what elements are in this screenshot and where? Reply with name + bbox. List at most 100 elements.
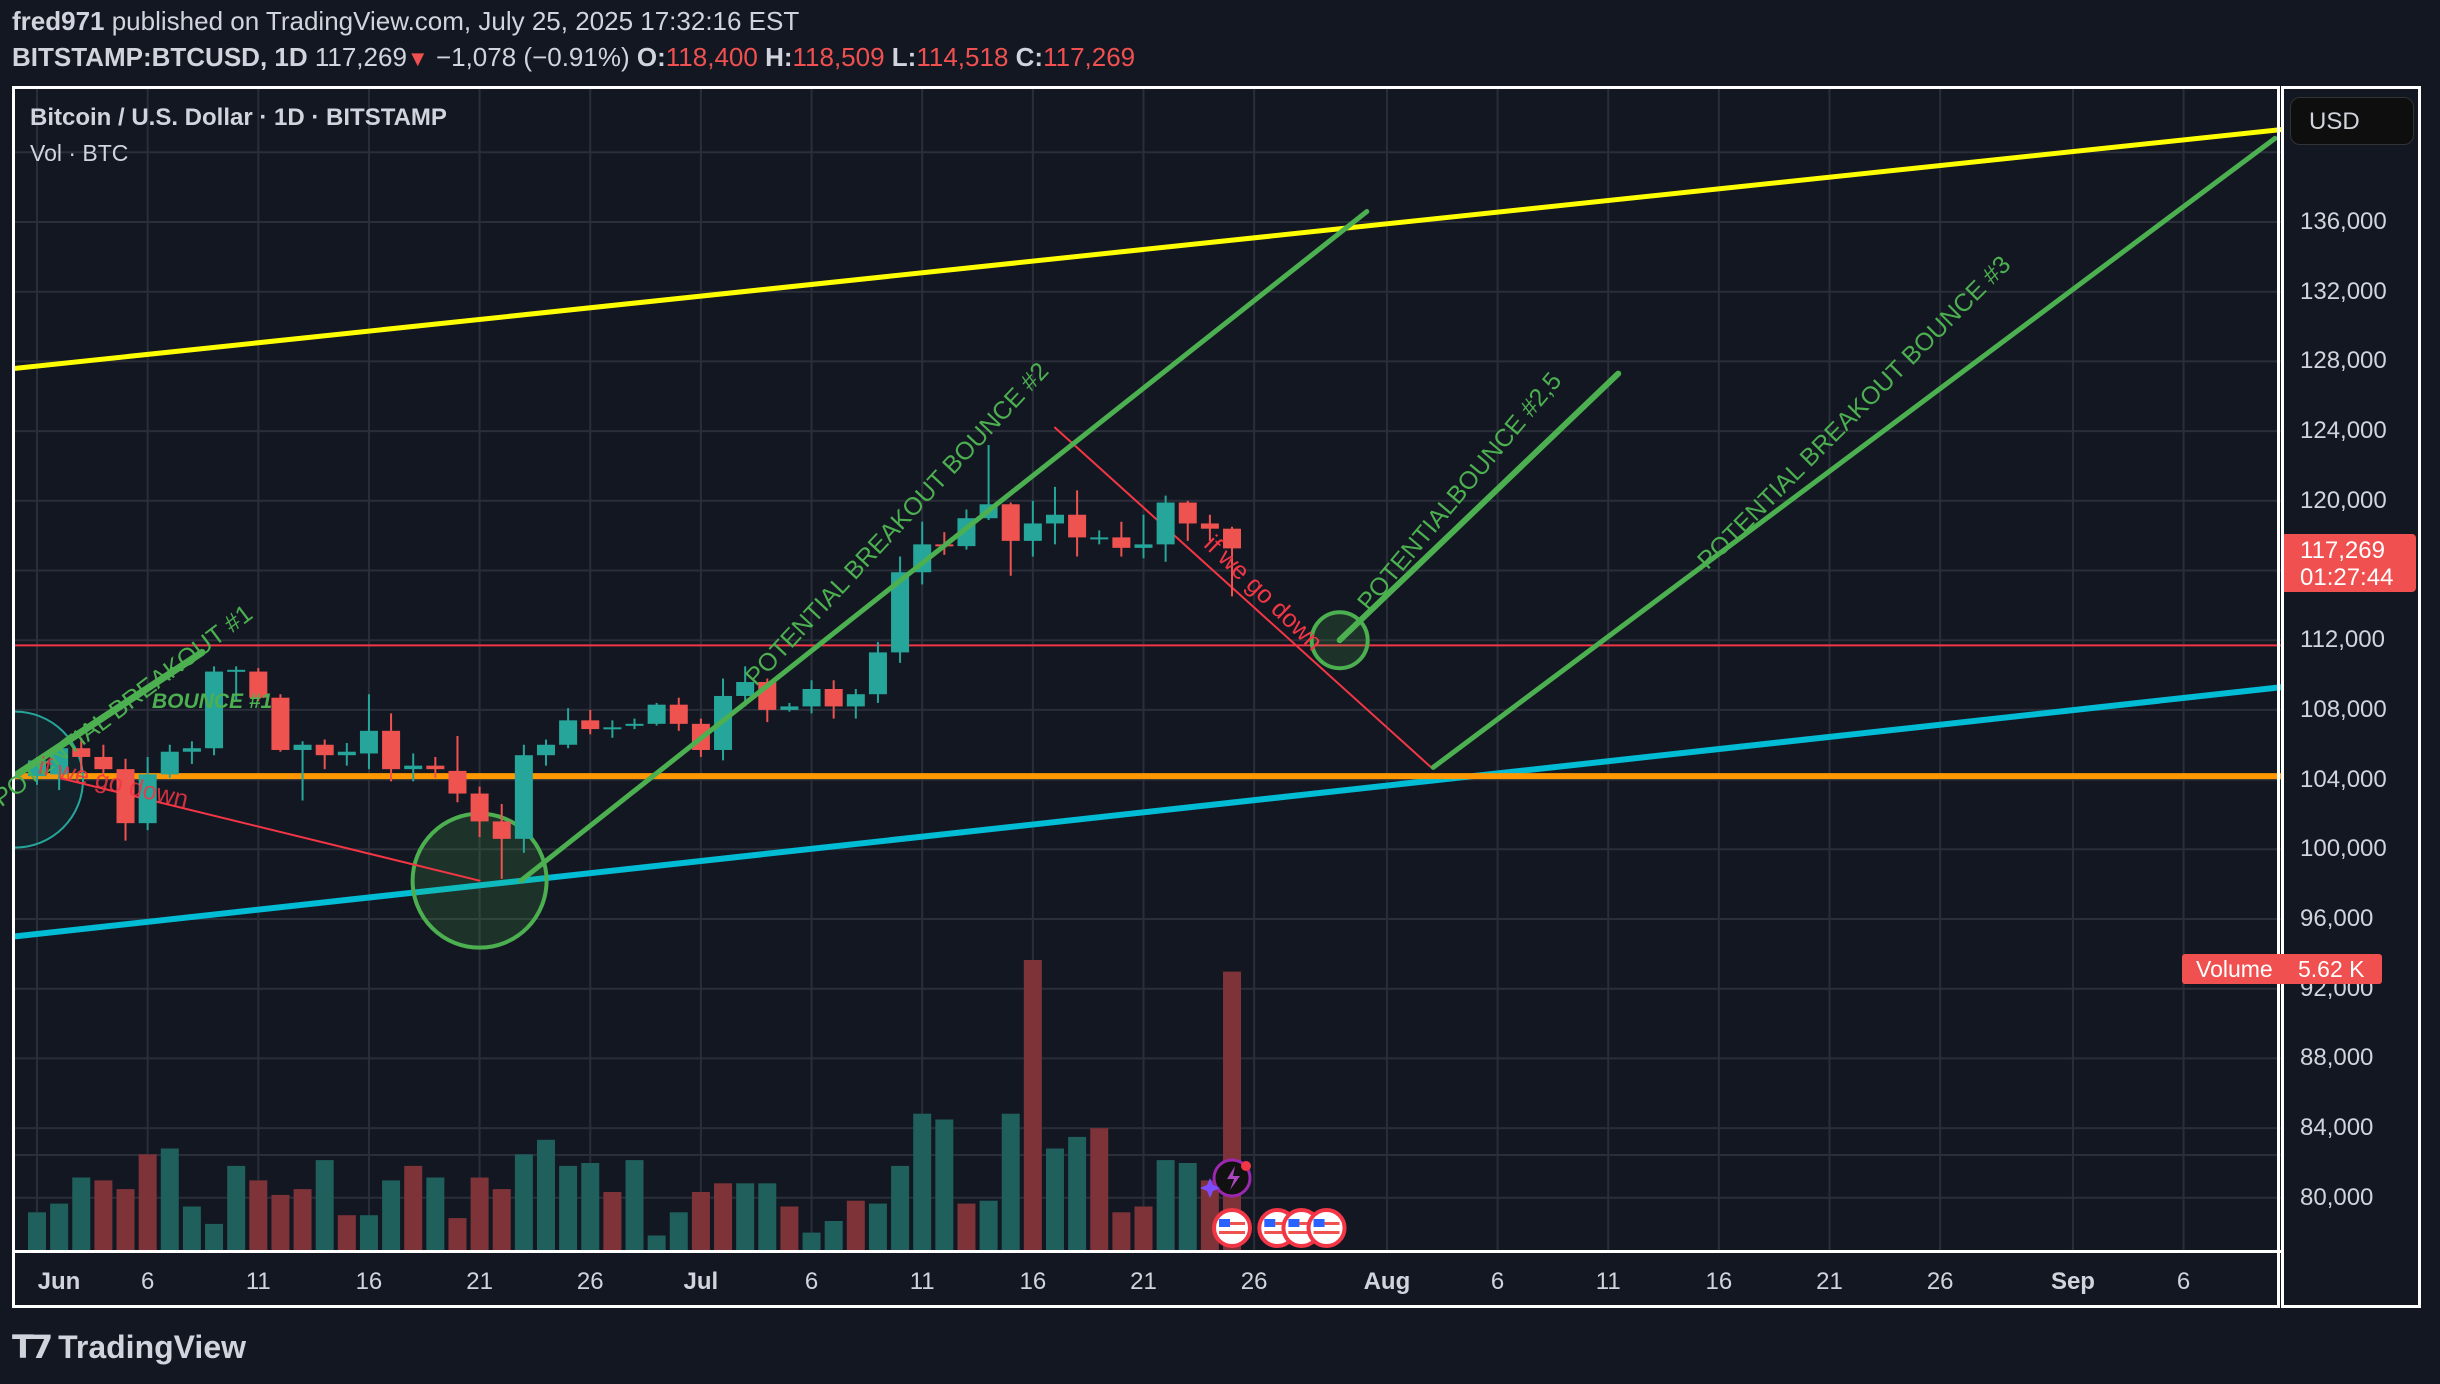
candle — [581, 720, 600, 730]
volume-bar — [160, 1148, 179, 1250]
time-tick: 21 — [1130, 1268, 1157, 1295]
tradingview-logo-text: TradingView — [58, 1328, 246, 1365]
time-tick: 16 — [355, 1268, 383, 1295]
price-tick: 120,000 — [2300, 486, 2387, 514]
currency-button[interactable]: USD — [2290, 97, 2414, 145]
candle — [293, 744, 312, 750]
volume-bar — [758, 1183, 777, 1250]
price-tick: 100,000 — [2300, 835, 2387, 863]
price-tick: 128,000 — [2300, 347, 2387, 375]
time-tick: Jun — [37, 1268, 81, 1295]
volume-bar — [891, 1165, 910, 1250]
annotation-bounce-1[interactable]: BOUNCE #1 — [152, 690, 273, 713]
volume-bar — [50, 1203, 69, 1250]
volume-bar — [714, 1183, 733, 1250]
volume-bar — [1023, 960, 1042, 1250]
high-label: H: — [765, 42, 793, 72]
price-tick: 104,000 — [2300, 765, 2387, 793]
time-tick: 26 — [1926, 1268, 1954, 1295]
symbol-info: BITSTAMP:BTCUSD, 1D 117,269▼ −1,078 (−0.… — [12, 42, 1135, 73]
volume-bar — [470, 1177, 489, 1250]
time-axis-separator — [12, 1250, 2283, 1253]
publisher-name[interactable]: fred971 — [12, 6, 105, 36]
price-axis-separator — [2281, 86, 2284, 1308]
candle — [227, 669, 246, 672]
volume-bar — [979, 1200, 998, 1250]
high-value: 118,509 — [792, 42, 885, 72]
candle — [1223, 528, 1242, 549]
volume-bar — [382, 1180, 401, 1250]
candle — [160, 751, 179, 775]
price-tick: 136,000 — [2300, 208, 2387, 235]
volume-badge-value: 5.62 K — [2298, 956, 2365, 982]
volume-bar — [227, 1165, 246, 1250]
volume-bar — [94, 1180, 113, 1250]
volume-badge: Volume 5.62 K — [2182, 954, 2382, 984]
breakout-1-line — [15, 648, 206, 778]
volume-badge-label: Volume — [2196, 956, 2273, 982]
chart-legend-title[interactable]: Bitcoin / U.S. Dollar · 1D · BITSTAMP — [30, 104, 447, 131]
volume-bar — [1178, 1163, 1197, 1250]
volume-bar — [1112, 1212, 1131, 1250]
volume-bar — [359, 1215, 378, 1250]
volume-bar — [1045, 1148, 1064, 1250]
price-tick: 96,000 — [2300, 905, 2374, 932]
breakout-bounce-2-line — [518, 209, 1370, 884]
candle — [647, 704, 666, 724]
time-tick: 6 — [1490, 1268, 1505, 1295]
time-tick: 26 — [576, 1268, 604, 1295]
volume-bar — [72, 1177, 91, 1250]
volume-bar — [691, 1192, 710, 1250]
bar-countdown: 01:27:44 — [2300, 564, 2394, 591]
price-tick: 132,000 — [2300, 277, 2387, 305]
price-tick: 80,000 — [2300, 1183, 2374, 1211]
candle — [359, 730, 378, 754]
candle — [868, 652, 887, 695]
volume-bar — [603, 1192, 622, 1250]
volume-bar — [559, 1165, 578, 1250]
volume-bar — [625, 1160, 644, 1250]
breakout-bounce-3-line — [1430, 135, 2278, 770]
volume-bar — [736, 1183, 755, 1250]
close-label: C: — [1015, 42, 1044, 72]
candle — [315, 744, 334, 756]
yellow-trendline — [15, 127, 2281, 371]
tradingview-logo[interactable]: 𝗧𝟳 TradingView — [12, 1328, 246, 1366]
candle — [736, 682, 755, 696]
candle — [559, 720, 578, 745]
candle — [1156, 502, 1175, 545]
candle — [780, 706, 799, 710]
volume-bar — [337, 1215, 356, 1250]
time-tick: 11 — [1595, 1268, 1621, 1295]
volume-bar — [802, 1232, 821, 1250]
volume-bar — [780, 1206, 799, 1250]
volume-legend[interactable]: Vol · BTC — [30, 140, 129, 166]
candle — [669, 704, 688, 724]
volume-bar — [824, 1221, 843, 1250]
publish-text: published on TradingView.com, July 25, 2… — [104, 6, 800, 36]
volume-bar — [271, 1194, 290, 1250]
tradingview-logo-icon: 𝗧𝟳 — [12, 1329, 53, 1365]
candle — [492, 821, 511, 839]
price-change: −1,078 (−0.91%) — [435, 42, 630, 72]
volume-bar — [1156, 1160, 1175, 1250]
price-tick: 108,000 — [2300, 695, 2387, 723]
publish-info: fred971 published on TradingView.com, Ju… — [12, 6, 799, 37]
time-tick: 6 — [140, 1268, 155, 1295]
time-tick: 21 — [1816, 1268, 1843, 1295]
volume-bar — [182, 1206, 201, 1250]
candle — [536, 744, 555, 756]
candle — [1090, 537, 1109, 540]
volume-bar — [249, 1180, 268, 1250]
candle — [802, 688, 821, 707]
price-tick: 88,000 — [2300, 1044, 2374, 1072]
price-tick: 84,000 — [2300, 1114, 2374, 1142]
symbol-label: BITSTAMP:BTCUSD, 1D — [12, 42, 308, 72]
volume-bar — [1001, 1113, 1020, 1250]
price-axis-frame — [2281, 86, 2421, 1308]
volume-bar — [846, 1200, 865, 1250]
candle — [625, 723, 644, 726]
candle — [1134, 544, 1153, 548]
time-tick: 26 — [1240, 1268, 1268, 1295]
